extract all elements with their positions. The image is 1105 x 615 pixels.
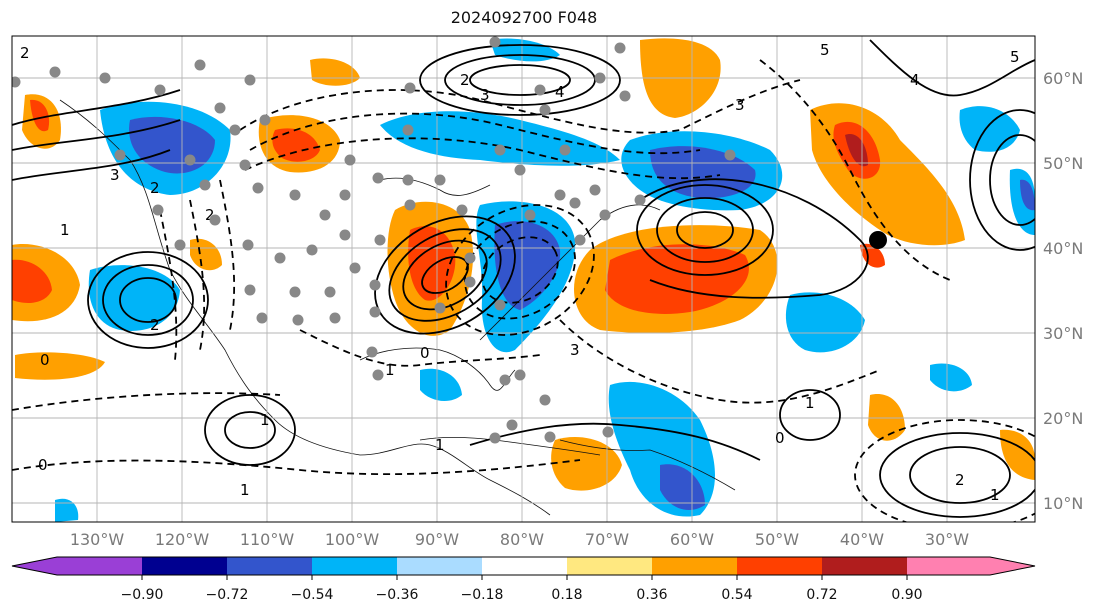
svg-text:2: 2 bbox=[150, 316, 160, 334]
colorbar-tick-label: −0.90 bbox=[121, 587, 164, 603]
svg-text:4: 4 bbox=[555, 83, 565, 101]
svg-text:2: 2 bbox=[955, 471, 965, 489]
colorbar-tick-label: −0.18 bbox=[461, 587, 504, 603]
svg-text:0: 0 bbox=[40, 351, 50, 369]
svg-text:5: 5 bbox=[1010, 48, 1020, 66]
map-border bbox=[11, 35, 1036, 523]
colorbar-tick-label: −0.54 bbox=[291, 587, 334, 603]
svg-text:4: 4 bbox=[910, 71, 920, 89]
svg-text:5: 5 bbox=[820, 41, 830, 59]
svg-text:130°W: 130°W bbox=[70, 530, 125, 549]
svg-text:10°N: 10°N bbox=[1043, 494, 1083, 513]
svg-text:3: 3 bbox=[110, 166, 120, 184]
colorbar-extend-high bbox=[990, 557, 1035, 575]
map-title: 2024092700 F048 bbox=[450, 8, 598, 27]
svg-text:0: 0 bbox=[420, 344, 430, 362]
svg-text:3: 3 bbox=[735, 96, 745, 114]
svg-text:1: 1 bbox=[240, 481, 250, 499]
colorbar-tick-label: 0.72 bbox=[806, 587, 837, 603]
svg-text:3: 3 bbox=[570, 341, 580, 359]
svg-text:1: 1 bbox=[60, 221, 70, 239]
colorbar-tick-label: −0.36 bbox=[376, 587, 419, 603]
svg-text:30°N: 30°N bbox=[1043, 324, 1083, 343]
colorbar-tick-label: 0.90 bbox=[891, 587, 922, 603]
svg-text:2: 2 bbox=[205, 206, 215, 224]
svg-text:80°W: 80°W bbox=[500, 530, 544, 549]
svg-text:40°N: 40°N bbox=[1043, 239, 1083, 258]
svg-text:60°W: 60°W bbox=[670, 530, 714, 549]
svg-text:0: 0 bbox=[38, 456, 48, 474]
coastlines bbox=[59, 99, 736, 516]
colorbar-extend-low bbox=[12, 557, 57, 575]
svg-text:90°W: 90°W bbox=[415, 530, 459, 549]
svg-text:50°N: 50°N bbox=[1043, 154, 1083, 173]
svg-text:50°W: 50°W bbox=[755, 530, 799, 549]
svg-text:120°W: 120°W bbox=[155, 530, 210, 549]
svg-text:2: 2 bbox=[460, 71, 470, 89]
storm-center-marker bbox=[869, 231, 887, 249]
svg-text:2: 2 bbox=[150, 179, 160, 197]
longitude-labels: 130°W 120°W 110°W 100°W 90°W 80°W 70°W 6… bbox=[70, 530, 969, 549]
svg-text:60°N: 60°N bbox=[1043, 69, 1083, 88]
svg-text:1: 1 bbox=[435, 436, 445, 454]
svg-text:70°W: 70°W bbox=[585, 530, 629, 549]
svg-text:1: 1 bbox=[260, 411, 270, 429]
contours bbox=[12, 39, 1035, 522]
station-markers bbox=[12, 36, 736, 444]
svg-text:1: 1 bbox=[990, 486, 1000, 504]
svg-text:20°N: 20°N bbox=[1043, 409, 1083, 428]
svg-text:110°W: 110°W bbox=[240, 530, 295, 549]
svg-text:1: 1 bbox=[385, 361, 395, 379]
svg-text:2: 2 bbox=[20, 44, 30, 62]
svg-text:100°W: 100°W bbox=[325, 530, 380, 549]
colorbar-tick-label: −0.72 bbox=[206, 587, 249, 603]
svg-text:30°W: 30°W bbox=[925, 530, 969, 549]
colorbar-tick-label: 0.54 bbox=[721, 587, 752, 603]
latitude-labels: 60°N 50°N 40°N 30°N 20°N 10°N bbox=[1043, 69, 1083, 513]
svg-text:0: 0 bbox=[775, 429, 785, 447]
colorbar-tick-label: 0.18 bbox=[551, 587, 582, 603]
colorbar: −0.90 −0.72 −0.54 −0.36 −0.18 0.18 0.36 … bbox=[11, 556, 1036, 603]
svg-text:3: 3 bbox=[480, 86, 490, 104]
svg-text:1: 1 bbox=[805, 394, 815, 412]
contour-labels: 2 3 4 5 1 0 2 3 4 5 1 0 2 3 1 2 1 0 1 2 … bbox=[20, 41, 1020, 504]
svg-text:40°W: 40°W bbox=[840, 530, 884, 549]
colorbar-tick-label: 0.36 bbox=[636, 587, 667, 603]
